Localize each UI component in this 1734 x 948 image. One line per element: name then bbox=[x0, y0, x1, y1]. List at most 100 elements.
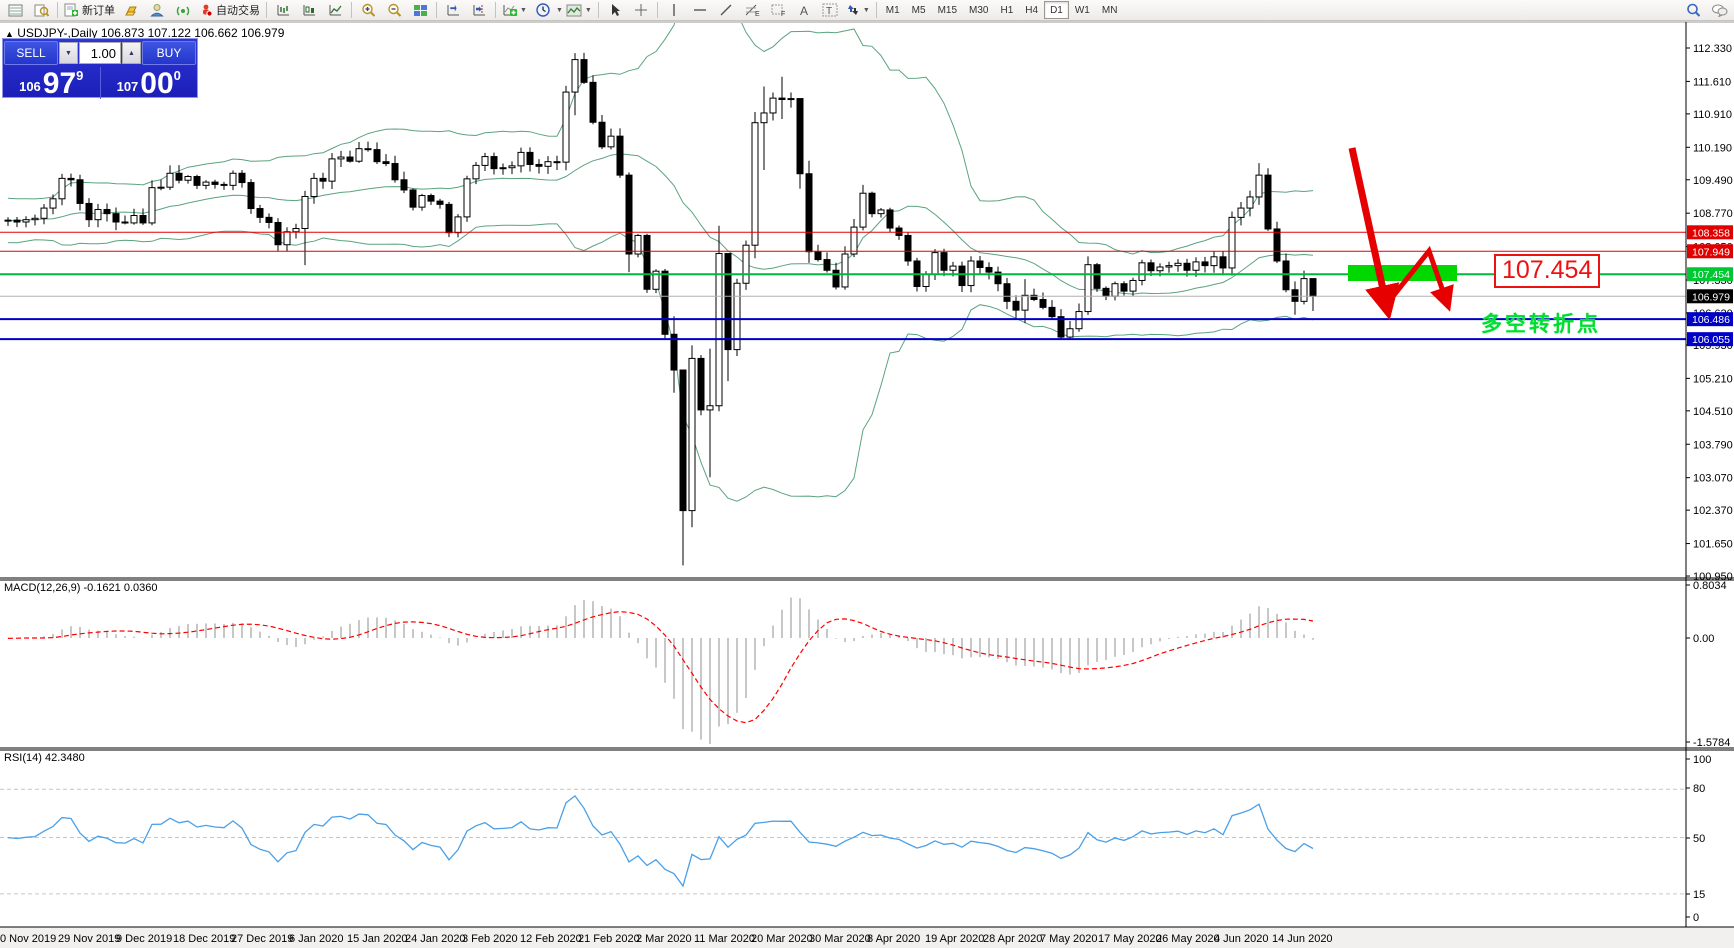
zoom-out-icon[interactable] bbox=[381, 0, 407, 20]
vline-icon[interactable] bbox=[661, 0, 687, 20]
svg-text:-1.5784: -1.5784 bbox=[1693, 737, 1730, 749]
date-label: 9 Dec 2019 bbox=[116, 933, 172, 945]
autotrading-label: 自动交易 bbox=[216, 5, 260, 17]
svg-text:80: 80 bbox=[1693, 783, 1705, 795]
date-label: 17 May 2020 bbox=[1098, 933, 1162, 945]
data-window-icon[interactable] bbox=[28, 0, 54, 20]
auto-scroll-icon[interactable] bbox=[440, 0, 466, 20]
template-icon[interactable]: ▼ bbox=[563, 0, 595, 20]
hline-icon[interactable] bbox=[687, 0, 713, 20]
svg-text:106.055: 106.055 bbox=[1692, 334, 1730, 346]
chart-bars-icon[interactable] bbox=[270, 0, 296, 20]
date-label: 30 Mar 2020 bbox=[809, 933, 871, 945]
chart-shift-icon[interactable] bbox=[466, 0, 492, 20]
tile-windows-icon[interactable] bbox=[407, 0, 433, 20]
add-indicator-icon[interactable]: ▼ bbox=[499, 0, 530, 20]
drawn-objects[interactable] bbox=[1348, 147, 1457, 321]
tab-d1[interactable]: D1 bbox=[1044, 1, 1069, 19]
svg-text:0.00: 0.00 bbox=[1693, 633, 1714, 645]
price-axis[interactable]: 112.330 111.610 110.910 110.190 109.490 108.7… bbox=[1686, 43, 1733, 583]
period-icon[interactable] bbox=[530, 0, 556, 20]
trend-arrow-1 bbox=[1348, 147, 1400, 321]
search-icon[interactable] bbox=[1680, 0, 1706, 20]
svg-text:E: E bbox=[755, 11, 760, 17]
tab-m30[interactable]: M30 bbox=[969, 4, 989, 16]
sell-button[interactable]: SELL bbox=[4, 41, 58, 65]
one-click-trading-panel: SELL ▼ 1.00 ▲ BUY 106 97 9 107 00 0 bbox=[2, 38, 198, 100]
chart-candles-icon[interactable] bbox=[296, 0, 322, 20]
date-label: 0 Nov 2019 bbox=[0, 933, 56, 945]
text-icon[interactable]: A bbox=[791, 0, 817, 20]
ohlc-values: 106.873 107.122 106.662 106.979 bbox=[100, 26, 285, 40]
svg-text:105.210: 105.210 bbox=[1693, 373, 1733, 385]
svg-text:A: A bbox=[800, 4, 808, 17]
svg-text:108.770: 108.770 bbox=[1693, 208, 1733, 220]
tab-w1[interactable]: W1 bbox=[1074, 4, 1090, 16]
tab-m15[interactable]: M15 bbox=[937, 4, 958, 16]
date-label: 12 Feb 2020 bbox=[520, 933, 582, 945]
rsi-label: RSI(14) 42.3480 bbox=[4, 752, 85, 764]
volume-down-button[interactable]: ▼ bbox=[59, 42, 78, 64]
pivot-point-annotation[interactable]: 多空转折点 bbox=[1481, 313, 1601, 336]
chart-title: ▲ USDJPY-,Daily 106.873 107.122 106.662 … bbox=[5, 26, 284, 40]
tab-m1[interactable]: M1 bbox=[885, 4, 900, 16]
chart-line-icon[interactable] bbox=[322, 0, 348, 20]
sell-price[interactable]: 106 97 9 bbox=[19, 67, 84, 100]
svg-text:107.454: 107.454 bbox=[1692, 269, 1730, 281]
macd-label: MACD(12,26,9) -0.1621 0.0360 bbox=[4, 582, 158, 594]
gold-icon[interactable] bbox=[118, 0, 144, 20]
rsi-line bbox=[7, 794, 1314, 888]
tab-m5[interactable]: M5 bbox=[911, 4, 926, 16]
buy-price[interactable]: 107 00 0 bbox=[116, 67, 181, 100]
date-label: 15 Jan 2020 bbox=[347, 933, 408, 945]
price-badge-107.454: 107.454 bbox=[1687, 267, 1733, 282]
collapse-marker-icon[interactable]: ▲ bbox=[5, 29, 14, 39]
tab-h1[interactable]: H1 bbox=[1000, 4, 1014, 16]
profile-icon[interactable] bbox=[144, 0, 170, 20]
tab-mn[interactable]: MN bbox=[1101, 4, 1118, 16]
autotrading-button[interactable]: 自动交易 bbox=[196, 0, 263, 20]
bollinger-upper bbox=[7, 23, 1314, 255]
zoom-in-icon[interactable] bbox=[355, 0, 381, 20]
date-label: 21 Feb 2020 bbox=[578, 933, 640, 945]
price-badge-108.358: 108.358 bbox=[1687, 225, 1733, 240]
svg-text:111.610: 111.610 bbox=[1693, 76, 1731, 88]
volume-up-button[interactable]: ▲ bbox=[122, 42, 141, 64]
trendline-icon[interactable] bbox=[713, 0, 739, 20]
horizontal-levels[interactable] bbox=[0, 231, 1686, 341]
svg-text:0: 0 bbox=[1693, 912, 1699, 924]
market-watch-icon[interactable] bbox=[2, 0, 28, 20]
text-label-icon[interactable]: T bbox=[817, 0, 843, 20]
period-dropdown-icon[interactable]: ▼ bbox=[555, 6, 563, 14]
svg-text:50: 50 bbox=[1693, 833, 1705, 845]
cursor-icon[interactable] bbox=[602, 0, 628, 20]
chat-icon[interactable] bbox=[1706, 0, 1732, 20]
bid-price-badge: 106.979 bbox=[1687, 289, 1733, 304]
buy-button[interactable]: BUY bbox=[142, 41, 196, 65]
date-axis-strip bbox=[0, 927, 1734, 948]
date-label: 6 Jan 2020 bbox=[289, 933, 343, 945]
date-label: 7 May 2020 bbox=[1040, 933, 1097, 945]
svg-text:102.370: 102.370 bbox=[1693, 505, 1733, 517]
indicator-axes: 0.8034 0.00 -1.5784 100 80 50 15 0 bbox=[1686, 580, 1730, 924]
volume-input[interactable]: 1.00 bbox=[79, 42, 121, 64]
svg-text:110.190: 110.190 bbox=[1693, 142, 1732, 154]
symbol-period-label: USDJPY-,Daily bbox=[17, 26, 98, 40]
bollinger-middle bbox=[7, 153, 1314, 295]
fibonacci-icon[interactable]: E bbox=[739, 0, 765, 20]
macd-histogram bbox=[7, 597, 1314, 744]
price-badge-107.949: 107.949 bbox=[1687, 244, 1733, 259]
svg-text:0.8034: 0.8034 bbox=[1693, 580, 1727, 592]
new-order-button[interactable]: 新订单 bbox=[61, 0, 118, 20]
crosshair-icon[interactable] bbox=[628, 0, 654, 20]
macd-signal-line bbox=[7, 610, 1314, 724]
price-level-annotation[interactable]: 107.454 bbox=[1494, 254, 1601, 288]
arrows-tool-icon[interactable]: ▼ bbox=[843, 0, 873, 20]
channel-icon[interactable]: F bbox=[765, 0, 791, 20]
svg-text:106.486: 106.486 bbox=[1692, 314, 1730, 326]
tab-h4[interactable]: H4 bbox=[1025, 4, 1039, 16]
signals-icon[interactable] bbox=[170, 0, 196, 20]
